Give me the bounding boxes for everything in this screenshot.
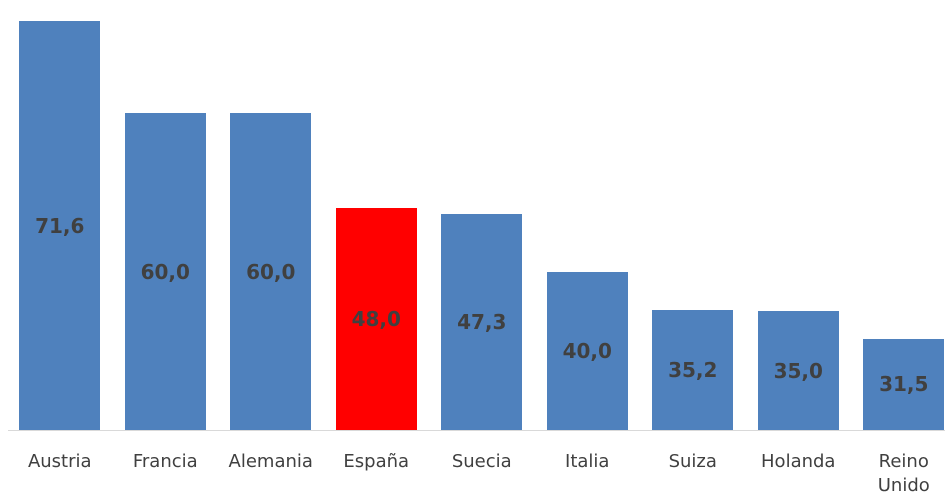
data-label: 48,0	[351, 307, 401, 332]
x-axis-line	[8, 430, 945, 431]
data-label: 60,0	[246, 259, 296, 284]
bar	[757, 311, 839, 430]
bar	[546, 271, 628, 430]
x-tick-label: Austria	[27, 451, 92, 472]
data-label: 71,6	[35, 213, 85, 238]
data-label: 35,0	[773, 358, 823, 383]
bar	[652, 309, 734, 430]
x-tick-label: Suecia	[451, 451, 512, 472]
x-tick-label: Holanda	[761, 451, 836, 472]
x-tick-label: Francia	[132, 451, 198, 472]
x-tick-label: Italia	[565, 451, 610, 472]
data-label: 47,3	[457, 309, 507, 334]
bar	[335, 208, 417, 430]
bar	[124, 113, 206, 430]
data-label: 40,0	[562, 338, 612, 363]
bar	[863, 338, 945, 430]
bar	[230, 113, 312, 430]
bar	[19, 21, 101, 430]
data-label: 60,0	[140, 259, 190, 284]
x-tick-label: Alemania	[228, 451, 313, 472]
data-label: 31,5	[879, 372, 929, 397]
data-label: 35,2	[668, 357, 718, 382]
x-tick-label: Reino Unido	[877, 451, 930, 496]
bar	[441, 213, 523, 430]
x-tick-label: Suiza	[668, 451, 717, 472]
x-tick-label: España	[343, 451, 410, 472]
